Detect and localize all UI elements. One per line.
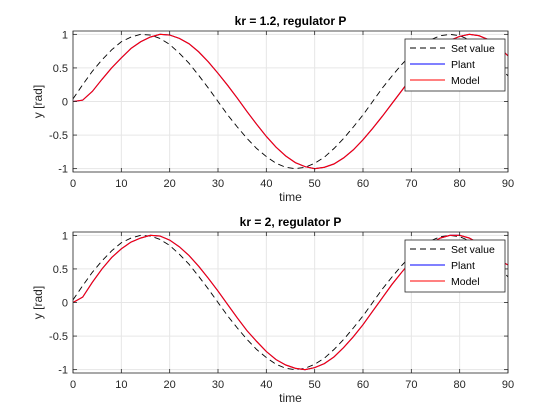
- x-tick-label: 90: [502, 178, 514, 190]
- x-axis-label: time: [279, 391, 302, 405]
- legend: Set value Plant Model: [404, 239, 506, 293]
- x-tick-label: 60: [357, 379, 369, 391]
- x-tick-label: 40: [260, 379, 272, 391]
- legend-entry: Model: [451, 75, 480, 87]
- legend-entry: Plant: [451, 59, 475, 71]
- legend-entry: Set value: [451, 43, 495, 55]
- x-axis-label: time: [279, 190, 302, 204]
- chart-title: kr = 1.2, regulator P: [235, 14, 347, 28]
- y-tick-label: 0.5: [53, 264, 68, 276]
- y-tick-label: 0: [62, 97, 68, 109]
- x-tick-label: 30: [212, 178, 224, 190]
- series-line-set-value: [73, 33, 508, 170]
- x-tick-label: 30: [212, 379, 224, 391]
- y-tick-label: -0.5: [49, 130, 68, 142]
- y-axis-label: y [rad]: [31, 286, 45, 319]
- series-line-set-value: [73, 234, 508, 371]
- y-tick-label: 1: [62, 230, 68, 242]
- x-tick-label: 50: [309, 178, 321, 190]
- chart-title: kr = 2, regulator P: [240, 215, 342, 229]
- subplot-1: 0 10 20 30 40 50 60 70 80 90 -1 -0.5 0 0.5 1 kr = 1.2, …: [31, 14, 514, 204]
- subplot-2: 0 10 20 30 40 50 60 70 80 90 -1 -0.5 0 0.5 1 kr = 2, re…: [31, 215, 514, 405]
- legend-entry: Plant: [451, 260, 475, 272]
- legend-entry: Model: [451, 276, 480, 288]
- x-tick-label: 90: [502, 379, 514, 391]
- y-tick-label: 0: [62, 298, 68, 310]
- x-tick-label: 20: [164, 379, 176, 391]
- x-tick-label: 70: [405, 379, 417, 391]
- y-tick-label: -0.5: [49, 331, 68, 343]
- x-tick-label: 0: [70, 379, 76, 391]
- x-tick-label: 10: [115, 379, 127, 391]
- y-tick-label: 1: [62, 29, 68, 41]
- y-tick-label: -1: [58, 164, 68, 176]
- y-tick-label: -1: [58, 365, 68, 377]
- y-axis-label: y [rad]: [31, 85, 45, 118]
- x-tick-label: 80: [454, 178, 466, 190]
- y-tick-label: 0.5: [53, 63, 68, 75]
- legend: Set value Plant Model: [404, 38, 506, 92]
- x-tick-label: 50: [309, 379, 321, 391]
- x-tick-label: 80: [454, 379, 466, 391]
- legend-entry: Set value: [451, 244, 495, 256]
- x-tick-label: 70: [405, 178, 417, 190]
- x-tick-label: 40: [260, 178, 272, 190]
- x-tick-label: 10: [115, 178, 127, 190]
- x-tick-label: 60: [357, 178, 369, 190]
- x-tick-label: 20: [164, 178, 176, 190]
- x-tick-label: 0: [70, 178, 76, 190]
